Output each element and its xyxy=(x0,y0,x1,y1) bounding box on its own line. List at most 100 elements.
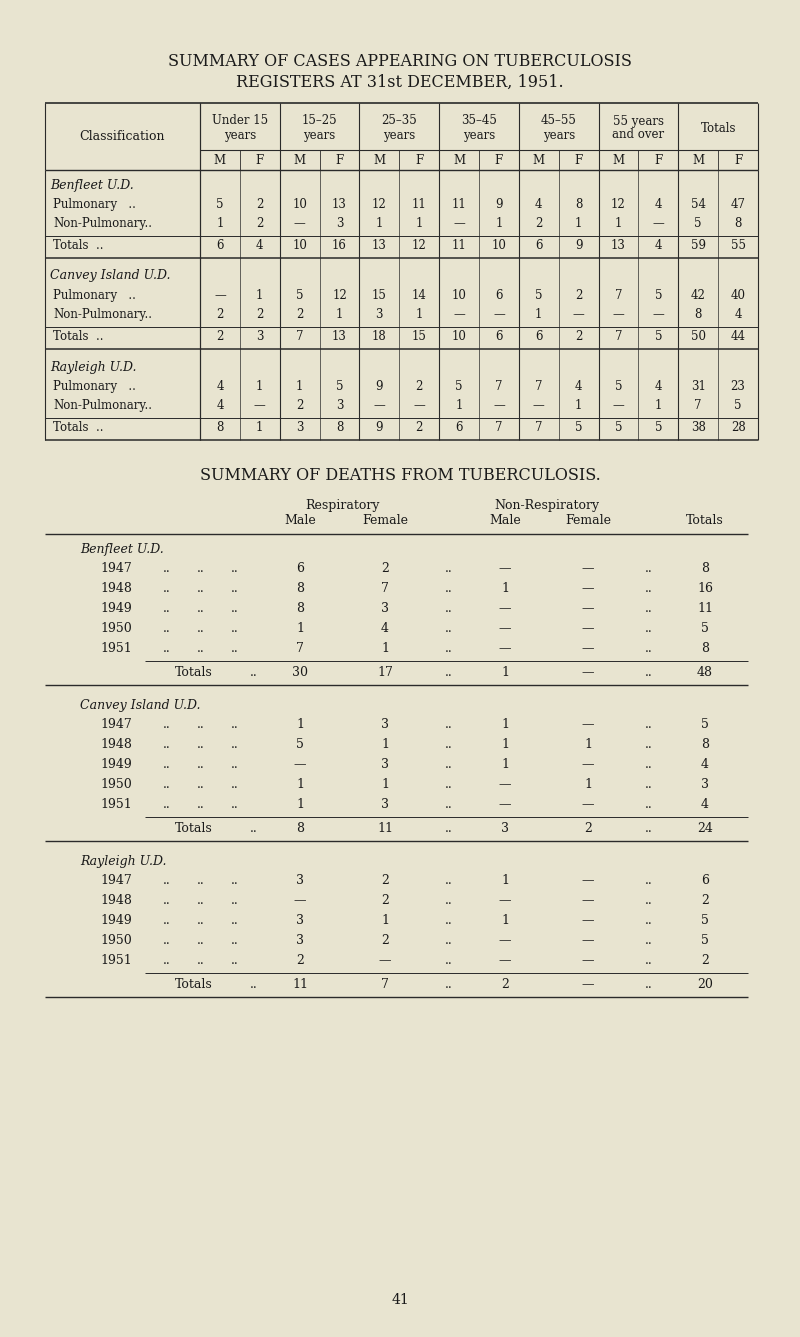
Text: Respiratory: Respiratory xyxy=(306,500,380,512)
Text: ..: .. xyxy=(645,758,653,771)
Text: 16: 16 xyxy=(697,583,713,595)
Text: 12: 12 xyxy=(332,289,347,302)
Text: 8: 8 xyxy=(575,198,582,211)
Text: 11: 11 xyxy=(452,239,466,251)
Text: ..: .. xyxy=(250,667,258,679)
Text: 48: 48 xyxy=(697,667,713,679)
Text: ..: .. xyxy=(231,915,238,928)
Text: ..: .. xyxy=(645,935,653,948)
Text: 1: 1 xyxy=(501,758,509,771)
Text: Female: Female xyxy=(362,515,408,528)
Text: 3: 3 xyxy=(296,874,304,888)
Text: 31: 31 xyxy=(690,380,706,393)
Text: 3: 3 xyxy=(256,330,263,344)
Text: 1: 1 xyxy=(296,798,304,812)
Text: Pulmonary   ..: Pulmonary .. xyxy=(53,380,136,393)
Text: —: — xyxy=(582,667,594,679)
Text: ..: .. xyxy=(645,603,653,615)
Text: 7: 7 xyxy=(535,380,542,393)
Text: 1: 1 xyxy=(455,398,462,412)
Text: 8: 8 xyxy=(701,643,709,655)
Text: and over: and over xyxy=(612,128,665,142)
Text: ..: .. xyxy=(163,643,170,655)
Text: 10: 10 xyxy=(491,239,506,251)
Text: 10: 10 xyxy=(452,289,466,302)
Text: ..: .. xyxy=(231,955,238,968)
Text: —: — xyxy=(582,798,594,812)
Text: 2: 2 xyxy=(701,894,709,908)
Text: —: — xyxy=(582,643,594,655)
Text: 24: 24 xyxy=(697,822,713,836)
Text: 5: 5 xyxy=(455,380,463,393)
Text: 9: 9 xyxy=(495,198,502,211)
Text: ..: .. xyxy=(445,623,453,635)
Text: M: M xyxy=(533,154,545,167)
Text: 1950: 1950 xyxy=(100,623,132,635)
Text: 4: 4 xyxy=(381,623,389,635)
Text: 1950: 1950 xyxy=(100,778,132,792)
Text: 1: 1 xyxy=(256,421,263,435)
Text: Totals  ..: Totals .. xyxy=(53,330,103,344)
Text: 3: 3 xyxy=(376,308,383,321)
Text: 5: 5 xyxy=(701,915,709,928)
Text: —: — xyxy=(533,398,545,412)
Text: 15: 15 xyxy=(372,289,386,302)
Text: 8: 8 xyxy=(701,563,709,575)
Text: 6: 6 xyxy=(495,330,502,344)
Text: 1: 1 xyxy=(495,217,502,230)
Text: 42: 42 xyxy=(690,289,706,302)
Text: 1: 1 xyxy=(381,778,389,792)
Text: 2: 2 xyxy=(216,330,224,344)
Text: 47: 47 xyxy=(730,198,746,211)
Text: 55: 55 xyxy=(730,239,746,251)
Text: 5: 5 xyxy=(701,623,709,635)
Text: 7: 7 xyxy=(296,330,303,344)
Text: 7: 7 xyxy=(614,330,622,344)
Text: 11: 11 xyxy=(412,198,426,211)
Text: 2: 2 xyxy=(535,217,542,230)
Text: Non-Respiratory: Non-Respiratory xyxy=(494,500,599,512)
Text: 6: 6 xyxy=(701,874,709,888)
Text: ..: .. xyxy=(231,874,238,888)
Text: ..: .. xyxy=(445,738,453,751)
Text: 11: 11 xyxy=(452,198,466,211)
Text: —: — xyxy=(294,758,306,771)
Text: —: — xyxy=(453,308,465,321)
Text: M: M xyxy=(453,154,465,167)
Text: 5: 5 xyxy=(701,718,709,731)
Text: 41: 41 xyxy=(391,1293,409,1308)
Text: ..: .. xyxy=(645,718,653,731)
Text: ..: .. xyxy=(163,738,170,751)
Text: 6: 6 xyxy=(535,239,542,251)
Text: ..: .. xyxy=(197,718,205,731)
Text: years: years xyxy=(463,128,495,142)
Text: ..: .. xyxy=(163,758,170,771)
Text: 9: 9 xyxy=(376,380,383,393)
Text: 1949: 1949 xyxy=(100,603,132,615)
Text: ..: .. xyxy=(445,874,453,888)
Text: 8: 8 xyxy=(336,421,343,435)
Text: —: — xyxy=(582,874,594,888)
Text: 28: 28 xyxy=(730,421,746,435)
Text: 5: 5 xyxy=(654,289,662,302)
Text: 1948: 1948 xyxy=(100,583,132,595)
Text: 9: 9 xyxy=(575,239,582,251)
Text: ..: .. xyxy=(445,758,453,771)
Text: ..: .. xyxy=(231,935,238,948)
Text: 3: 3 xyxy=(701,778,709,792)
Text: 7: 7 xyxy=(694,398,702,412)
Text: M: M xyxy=(374,154,386,167)
Text: 7: 7 xyxy=(296,643,304,655)
Text: 3: 3 xyxy=(336,398,343,412)
Text: —: — xyxy=(374,398,386,412)
Text: 11: 11 xyxy=(377,822,393,836)
Text: M: M xyxy=(294,154,306,167)
Text: 1947: 1947 xyxy=(100,718,132,731)
Text: 2: 2 xyxy=(381,874,389,888)
Text: 6: 6 xyxy=(216,239,224,251)
Text: ..: .. xyxy=(645,798,653,812)
Text: ..: .. xyxy=(163,955,170,968)
Text: ..: .. xyxy=(645,643,653,655)
Text: 25–35: 25–35 xyxy=(382,115,417,127)
Text: 2: 2 xyxy=(256,308,263,321)
